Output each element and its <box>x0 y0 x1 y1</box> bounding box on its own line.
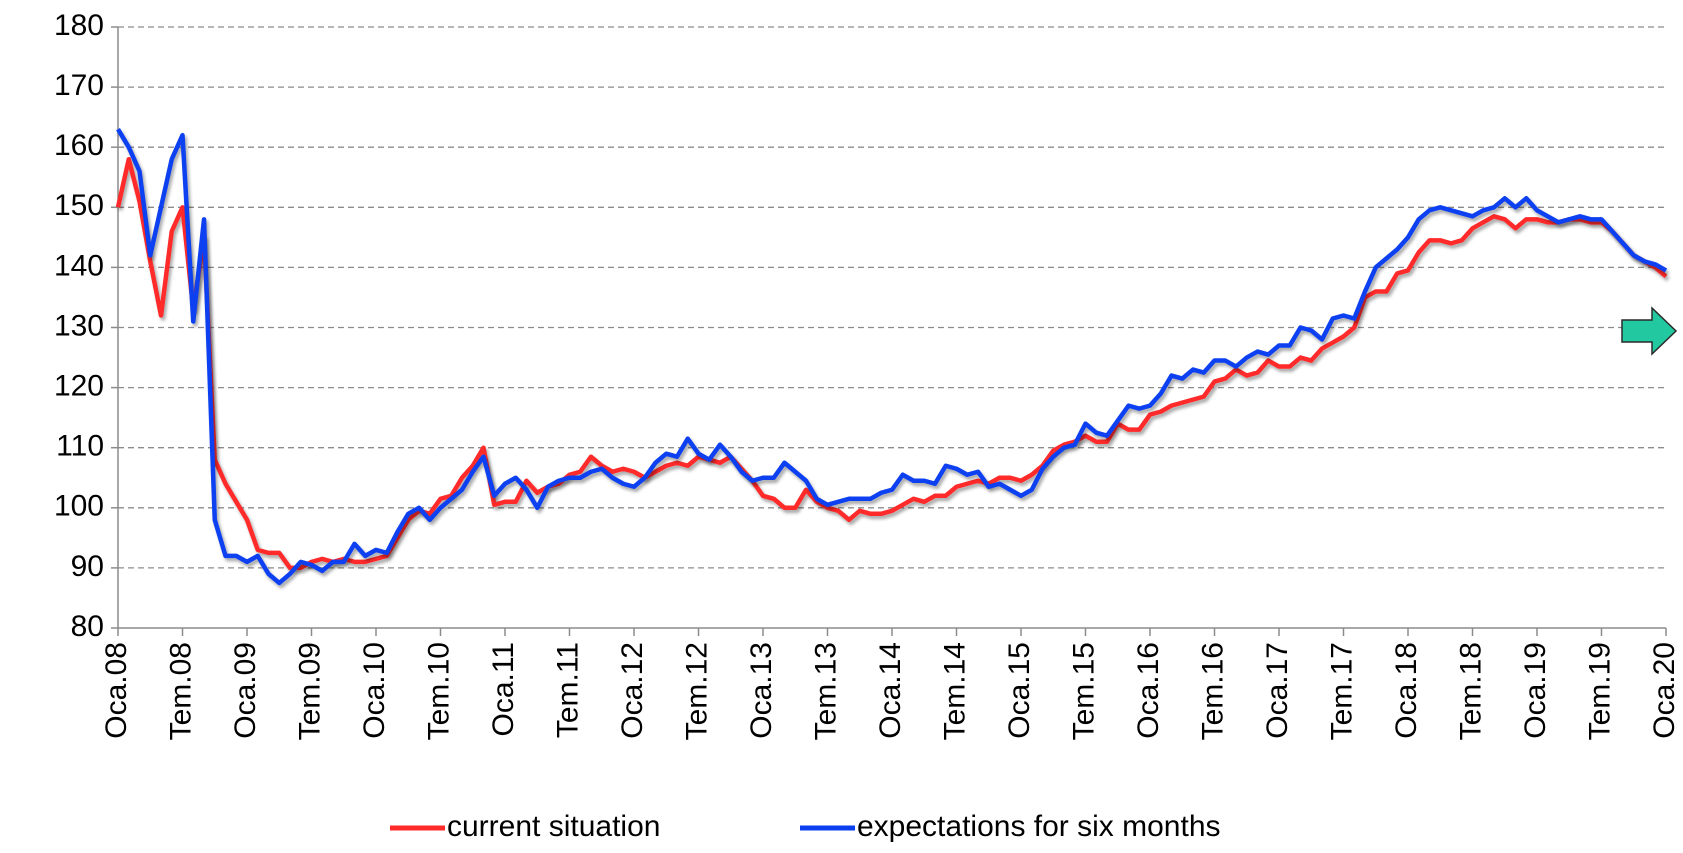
legend: current situation expectations for six mo… <box>390 810 1221 843</box>
y-tick-label: 150 <box>54 189 104 222</box>
x-tick-label: Tem.14 <box>938 642 971 740</box>
x-tick-label: Oca.18 <box>1390 642 1423 739</box>
x-tick-label: Tem.10 <box>422 642 455 740</box>
x-tick-label: Oca.20 <box>1648 642 1681 739</box>
axes: 80 90 100 110 120 130 140 150 160 170 180 Oca.08 Tem… <box>54 9 1681 740</box>
x-tick-label: Tem.19 <box>1583 642 1616 740</box>
grid <box>118 26 1666 569</box>
x-tick-label: Tem.17 <box>1325 642 1358 740</box>
x-tick-label: Oca.15 <box>1003 642 1036 739</box>
y-tick-label: 130 <box>54 309 104 342</box>
x-tick-label: Oca.16 <box>1132 642 1165 739</box>
series-line <box>116 128 1668 586</box>
x-tick-label: Tem.18 <box>1454 642 1487 740</box>
y-tick-label: 170 <box>54 69 104 102</box>
x-tick-label: Tem.08 <box>164 642 197 740</box>
x-tick-label: Oca.11 <box>487 642 520 737</box>
arrow-icon <box>1621 306 1678 356</box>
y-tick-label: 90 <box>71 550 104 583</box>
y-tick-label: 100 <box>54 490 104 523</box>
x-tick-label: Tem.15 <box>1067 642 1100 740</box>
x-tick-label: Oca.10 <box>358 642 391 739</box>
y-tick-label: 180 <box>54 9 104 42</box>
x-tick-label: Tem.16 <box>1196 642 1229 740</box>
x-tick-label: Tem.12 <box>680 642 713 740</box>
y-tick-label: 80 <box>71 610 104 643</box>
x-tick-label: Tem.13 <box>809 642 842 740</box>
lines <box>115 128 1668 586</box>
x-tick-label: Oca.09 <box>229 642 262 739</box>
x-tick-label: Oca.14 <box>874 642 907 739</box>
y-tick-label: 140 <box>54 249 104 282</box>
y-tick-label: 110 <box>56 430 104 463</box>
y-tick-label: 120 <box>54 370 104 403</box>
legend-label: current situation <box>447 810 660 843</box>
x-tick-label: Oca.08 <box>100 642 133 739</box>
x-tick-label: Tem.11 <box>551 642 584 738</box>
legend-label: expectations for six months <box>857 810 1221 843</box>
x-tick-label: Oca.12 <box>616 642 649 739</box>
x-tick-label: Oca.17 <box>1261 642 1294 739</box>
x-tick-label: Tem.09 <box>293 642 326 740</box>
series-line <box>115 156 1668 571</box>
y-tick-label: 160 <box>54 129 104 162</box>
x-tick-label: Oca.13 <box>745 642 778 739</box>
x-tick-label: Oca.19 <box>1519 642 1552 739</box>
